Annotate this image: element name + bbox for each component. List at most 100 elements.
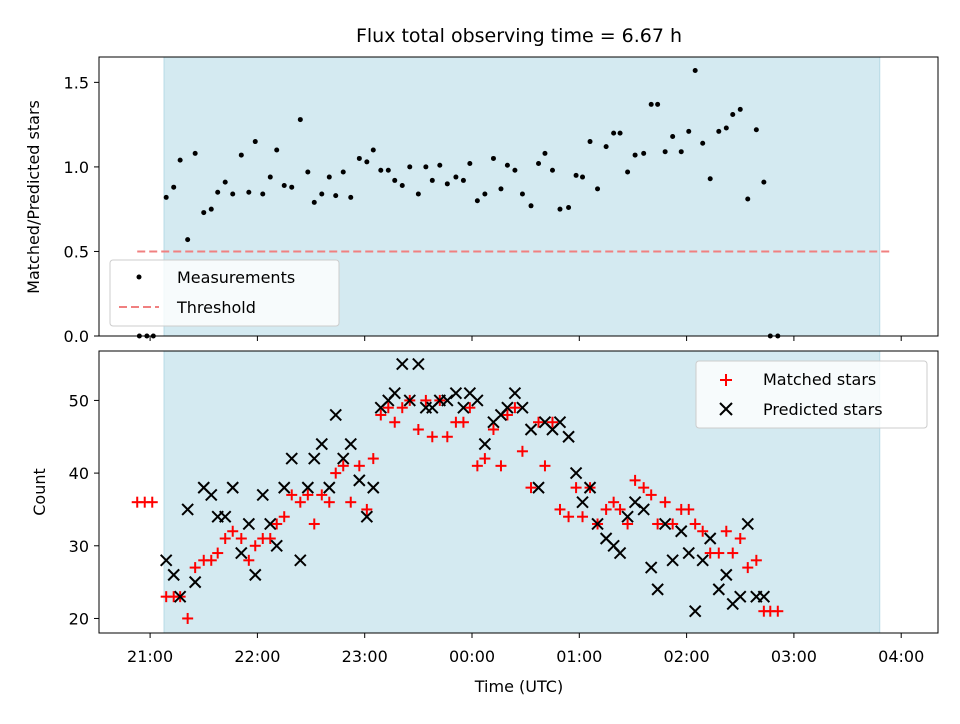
- matched-point: [286, 489, 298, 501]
- measurement-point: [573, 172, 579, 178]
- predicted-point: [256, 488, 269, 502]
- measurement-point: [542, 150, 548, 156]
- measurement-point: [549, 167, 555, 173]
- measurement-point: [340, 169, 346, 175]
- measurement-point: [326, 174, 332, 180]
- measurement-point: [201, 210, 207, 216]
- measurement-point: [655, 101, 661, 107]
- predicted-point: [344, 437, 357, 451]
- predicted-point: [219, 510, 232, 523]
- measurement-point: [333, 193, 339, 199]
- top-ytick-label: 0.5: [64, 242, 89, 261]
- measurement-point: [399, 183, 405, 189]
- matched-point: [614, 503, 626, 515]
- xtick-label: 03:00: [771, 647, 817, 666]
- matched-point: [235, 533, 247, 545]
- matched-point: [479, 453, 491, 465]
- measurement-point: [467, 161, 473, 167]
- measurement-point: [686, 128, 692, 134]
- matched-point: [629, 474, 641, 486]
- predicted-point: [449, 386, 463, 400]
- xtick-label: 22:00: [234, 647, 280, 666]
- bottom-y-axis-label: Count: [30, 468, 49, 516]
- predicted-point: [720, 568, 733, 582]
- measurement-point: [580, 174, 586, 180]
- predicted-point: [173, 590, 187, 603]
- predicted-point: [278, 481, 291, 494]
- matched-point: [302, 489, 314, 501]
- matched-point: [219, 533, 231, 545]
- predicted-point: [360, 510, 374, 523]
- matched-point: [501, 409, 513, 421]
- top-legend-box: [109, 259, 340, 327]
- x-axis-label: Time (UTC): [474, 677, 563, 696]
- matched-point: [264, 533, 276, 545]
- matched-point: [375, 409, 387, 421]
- predicted-point: [682, 546, 695, 560]
- top-legend: Measurements Threshold: [109, 259, 340, 327]
- predicted-point: [264, 517, 277, 531]
- matched-point: [495, 460, 507, 472]
- predicted-point: [205, 488, 218, 502]
- measurement-point: [482, 191, 488, 197]
- matched-point: [278, 511, 290, 523]
- bottom-legend-box: [695, 360, 928, 429]
- predicted-point: [353, 474, 366, 487]
- matched-point: [727, 547, 739, 559]
- matched-point: [750, 554, 762, 566]
- matched-point: [367, 453, 379, 465]
- predicted-point: [688, 604, 702, 618]
- predicted-point: [583, 481, 597, 494]
- predicted-point: [396, 357, 409, 371]
- measurement-point: [474, 198, 480, 204]
- predicted-point: [337, 452, 350, 465]
- matched-point: [667, 518, 679, 530]
- measurement-point: [557, 206, 563, 212]
- measurement-point: [311, 199, 317, 205]
- predicted-point: [613, 546, 627, 560]
- matched-point: [382, 402, 394, 414]
- matched-point: [227, 525, 239, 537]
- matched-point: [734, 533, 746, 545]
- chart-title: Flux total observing time = 6.67 h: [356, 25, 682, 47]
- predicted-point: [478, 437, 492, 451]
- count-panel: Count Time (UTC) 20 30 40 50 21:00 22:00 23:0…: [30, 350, 939, 696]
- measurement-point: [215, 189, 221, 195]
- predicted-point: [658, 517, 672, 531]
- legend-label-measurements: Measurements: [177, 268, 295, 287]
- measurement-point: [385, 167, 391, 173]
- predicted-point: [270, 539, 283, 552]
- measurement-point: [678, 149, 684, 155]
- measurement-point: [745, 196, 751, 202]
- predicted-point: [315, 437, 328, 451]
- measurement-point: [617, 130, 623, 136]
- predicted-point: [524, 423, 538, 436]
- predicted-point: [696, 554, 709, 567]
- measurement-point: [281, 183, 287, 189]
- predicted-point: [167, 568, 180, 582]
- predicted-point: [508, 386, 522, 400]
- predicted-point: [516, 401, 529, 414]
- predicted-point: [249, 568, 262, 582]
- xtick-label: 04:00: [878, 647, 924, 666]
- predicted-point: [188, 575, 202, 589]
- matched-point: [533, 416, 545, 428]
- predicted-point: [651, 583, 664, 596]
- measurement-point: [444, 181, 450, 187]
- matched-point: [189, 562, 201, 574]
- matched-point: [420, 394, 432, 406]
- measurement-point: [595, 186, 601, 192]
- predicted-point: [666, 554, 679, 567]
- xtick-label: 02:00: [664, 647, 710, 666]
- matched-point: [516, 445, 528, 457]
- measurement-point: [252, 139, 258, 145]
- predicted-point: [323, 481, 336, 494]
- predicted-point: [741, 517, 754, 531]
- predicted-point: [403, 394, 416, 407]
- matched-point: [464, 402, 476, 414]
- predicted-point: [301, 481, 315, 494]
- predicted-point: [457, 401, 470, 414]
- predicted-point: [367, 481, 380, 494]
- matched-point: [645, 489, 657, 501]
- xtick-label: 00:00: [449, 647, 495, 666]
